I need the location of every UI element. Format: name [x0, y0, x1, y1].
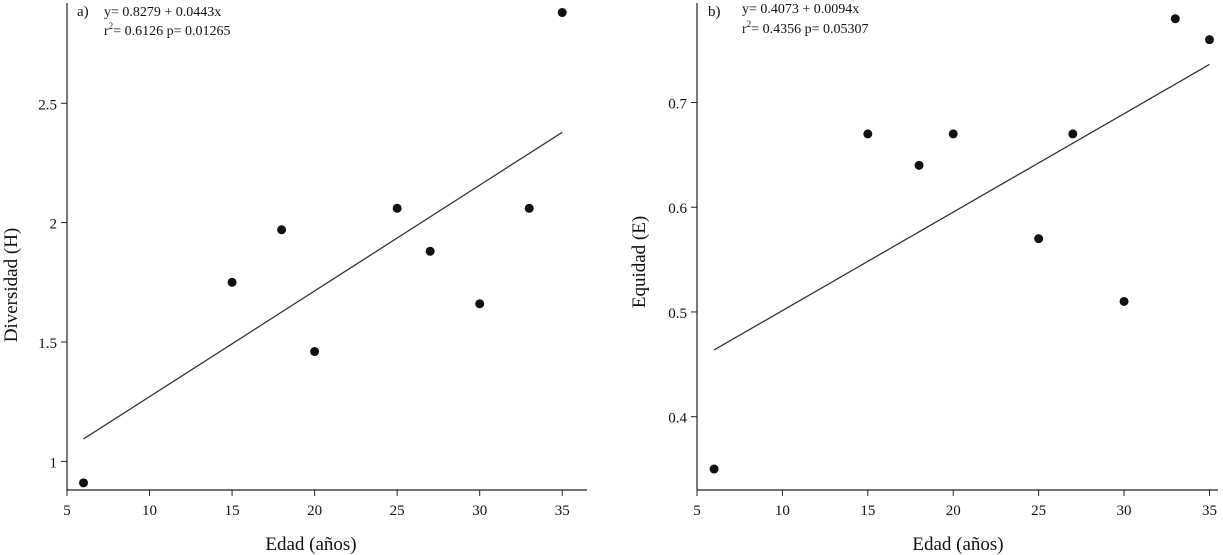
data-point-a: [227, 277, 237, 287]
stats-values-a: = 0.6126 p= 0.01265: [113, 24, 230, 39]
y-tick-label-b: 0.4: [668, 411, 687, 427]
x-axis-label-a: Edad (años): [265, 534, 356, 555]
data-point-b: [709, 464, 719, 474]
data-point-b: [1034, 234, 1044, 244]
y-tick-label-a: 1: [50, 455, 58, 471]
regression-line-a: [83, 131, 563, 440]
data-point-b: [914, 160, 924, 170]
y-axis-label-b: Equidad (E): [629, 216, 650, 308]
panel-equidad: b) y= 0.4073 + 0.0094x r2= 0.4356 p= 0.0…: [629, 2, 1218, 555]
y-tick-label-a: 2: [50, 217, 58, 233]
x-axis-label-b: Edad (años): [912, 534, 1003, 555]
data-point-a: [475, 299, 485, 309]
regression-stats-b: r2= 0.4356 p= 0.05307: [742, 19, 868, 37]
data-point-b: [948, 129, 958, 139]
data-point-b: [863, 129, 873, 139]
x-tick-label-b: 10: [775, 503, 790, 519]
data-point-a: [524, 203, 534, 213]
x-tick-label-a: 25: [390, 503, 405, 519]
x-tick-label-b: 20: [946, 503, 961, 519]
x-tick-label-a: 15: [225, 503, 240, 519]
data-point-a: [277, 225, 287, 235]
x-tick-label-a: 5: [63, 503, 71, 519]
x-tick-label-b: 35: [1202, 503, 1217, 519]
data-point-a: [557, 8, 567, 18]
data-point-a: [79, 478, 89, 488]
stats-values-b: = 0.4356 p= 0.05307: [751, 22, 868, 37]
data-point-a: [310, 347, 320, 357]
panel-diversidad: a) y= 0.8279 + 0.0443x r2= 0.6126 p= 0.0…: [1, 3, 587, 555]
x-tick-label-b: 15: [860, 503, 875, 519]
x-tick-label-a: 10: [142, 503, 157, 519]
x-tick-label-a: 20: [307, 503, 322, 519]
regression-stats-a: r2= 0.6126 p= 0.01265: [104, 21, 230, 39]
regression-line-b: [713, 63, 1210, 351]
x-tick-label-a: 30: [472, 503, 487, 519]
regression-equation-b: y= 0.4073 + 0.0094x: [742, 2, 859, 17]
data-point-a: [392, 203, 402, 213]
data-point-b: [1119, 296, 1129, 306]
x-tick-label-a: 35: [555, 503, 570, 519]
x-tick-label-b: 5: [693, 503, 701, 519]
r-label-b: r: [742, 22, 747, 37]
y-tick-label-b: 0.6: [668, 201, 687, 217]
y-tick-label-b: 0.5: [668, 306, 687, 322]
x-tick-label-b: 25: [1031, 503, 1046, 519]
data-point-b: [1170, 14, 1180, 24]
r-squared-sup-a: 2: [109, 21, 114, 31]
data-point-b: [1068, 129, 1078, 139]
panel-label-b: b): [708, 4, 721, 20]
r-label-a: r: [104, 24, 109, 39]
x-tick-label-b: 30: [1117, 503, 1132, 519]
regression-equation-a: y= 0.8279 + 0.0443x: [104, 5, 221, 20]
data-point-a: [425, 246, 435, 256]
r-squared-sup-b: 2: [747, 19, 752, 29]
y-axis-label-a: Diversidad (H): [1, 228, 22, 343]
panel-label-a: a): [77, 4, 89, 20]
y-tick-label-a: 2.5: [38, 97, 57, 113]
y-tick-label-a: 1.5: [38, 336, 57, 352]
data-point-b: [1204, 35, 1214, 45]
y-tick-label-b: 0.7: [668, 96, 687, 112]
